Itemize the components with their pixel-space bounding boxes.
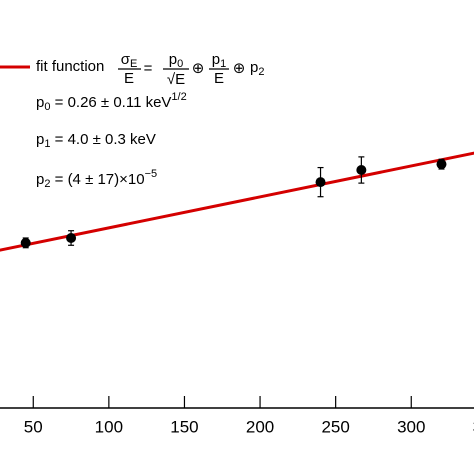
plot-area <box>0 151 474 252</box>
annotation-part: = (4 ± 17)×10 <box>50 171 144 188</box>
annotation-part: 0 <box>44 101 50 113</box>
data-point <box>436 159 447 170</box>
x-tick-label: 250 <box>321 417 349 436</box>
annotation-part: 1 <box>44 138 50 150</box>
x-tick-label: 50 <box>24 417 43 436</box>
formula-part: p1 <box>212 51 226 70</box>
x-tick-label: 100 <box>95 417 123 436</box>
formula-part: p0 <box>169 51 183 70</box>
annotation-part: p <box>36 131 44 148</box>
legend: fit function σE E = p0 √E ⊕ p1 E ⊕ p2 <box>0 51 264 88</box>
formula-part: = <box>144 60 153 77</box>
formula-part: E <box>124 70 134 87</box>
formula: σE E = p0 √E ⊕ p1 E ⊕ p2 <box>118 51 264 88</box>
annotation-part: = 0.26 ± 0.11 keV <box>50 94 171 111</box>
formula-part: p2 <box>250 59 264 78</box>
annotation: p1 = 4.0 ± 0.3 keV <box>36 131 156 150</box>
data-point <box>66 233 77 243</box>
annotation-part: 2 <box>44 178 50 190</box>
data-point <box>20 237 31 248</box>
annotation-part: p <box>36 94 44 111</box>
x-tick-label: 200 <box>246 417 274 436</box>
formula-part: E <box>214 70 224 87</box>
x-tick-label: 350 <box>473 417 474 436</box>
annotation: p0 = 0.26 ± 0.11 keV1/2 <box>36 91 187 113</box>
annotation-part: 1/2 <box>171 91 186 103</box>
formula-part: ⊕ <box>192 60 205 77</box>
data-point <box>315 177 326 188</box>
annotation-part: p <box>36 171 44 188</box>
data-point <box>356 165 367 175</box>
annotation: p2 = (4 ± 17)×10−5 <box>36 168 157 190</box>
formula-part: √E <box>167 71 185 88</box>
x-tick-label: 300 <box>397 417 425 436</box>
annotation-part: −5 <box>145 168 158 180</box>
annotation-part: = 4.0 ± 0.3 keV <box>50 131 155 148</box>
formula-part: σE <box>121 51 138 70</box>
formula-part: ⊕ <box>233 60 246 77</box>
legend-label: fit function <box>36 58 104 75</box>
x-tick-label: 150 <box>170 417 198 436</box>
